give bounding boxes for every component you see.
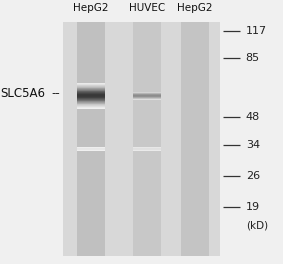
Bar xyxy=(77,89,105,90)
Bar xyxy=(77,103,105,104)
Bar xyxy=(181,22,209,256)
Bar xyxy=(77,93,105,94)
Bar xyxy=(77,98,105,99)
Text: HUVEC: HUVEC xyxy=(129,3,165,13)
Bar xyxy=(77,106,105,107)
Bar xyxy=(77,92,105,93)
Bar xyxy=(77,91,105,92)
Bar xyxy=(77,96,105,97)
Text: HepG2: HepG2 xyxy=(177,3,213,13)
Bar xyxy=(133,149,161,150)
Bar xyxy=(77,148,105,149)
Bar xyxy=(77,83,105,84)
Bar xyxy=(77,87,105,88)
Bar xyxy=(77,150,105,151)
Bar xyxy=(133,22,161,256)
Bar xyxy=(77,106,105,107)
Bar xyxy=(77,95,105,96)
Bar xyxy=(77,88,105,89)
Text: HepG2: HepG2 xyxy=(73,3,109,13)
Text: (kD): (kD) xyxy=(246,221,268,231)
Text: 19: 19 xyxy=(246,202,260,213)
Bar xyxy=(77,90,105,91)
Bar xyxy=(77,94,105,95)
Bar xyxy=(77,22,105,256)
Bar xyxy=(77,105,105,106)
Bar xyxy=(77,104,105,105)
Text: 117: 117 xyxy=(246,26,267,36)
Bar xyxy=(77,102,105,103)
Bar xyxy=(77,147,105,148)
Bar xyxy=(77,107,105,108)
Text: 26: 26 xyxy=(246,171,260,181)
Bar xyxy=(77,87,105,88)
Text: 48: 48 xyxy=(246,112,260,121)
Text: 34: 34 xyxy=(246,140,260,150)
Bar xyxy=(133,148,161,149)
Bar xyxy=(77,99,105,100)
Bar xyxy=(77,85,105,86)
Bar xyxy=(133,147,161,148)
Bar xyxy=(77,149,105,150)
Bar xyxy=(77,97,105,98)
Bar xyxy=(77,104,105,105)
Text: SLC5A6: SLC5A6 xyxy=(1,87,46,100)
Bar xyxy=(77,84,105,85)
Text: --: -- xyxy=(52,87,60,100)
Bar xyxy=(77,86,105,87)
Bar xyxy=(63,22,220,256)
Bar xyxy=(77,108,105,109)
Bar xyxy=(133,150,161,151)
Bar xyxy=(77,100,105,101)
Bar xyxy=(77,93,105,94)
Text: 85: 85 xyxy=(246,53,260,63)
Bar xyxy=(77,101,105,102)
